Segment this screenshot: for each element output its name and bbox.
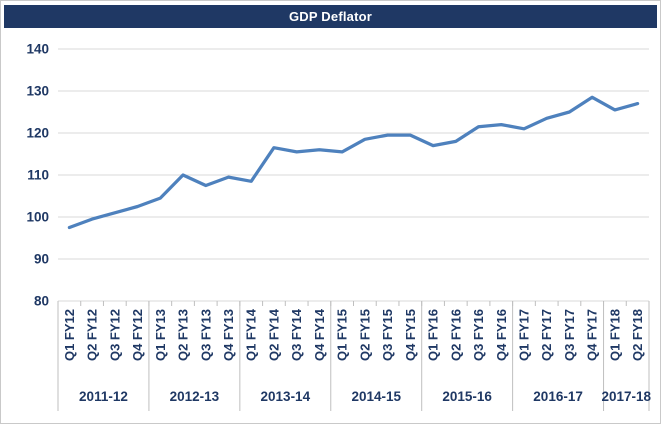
x-axis-quarter-label: Q3 FY15: [380, 309, 395, 361]
x-axis-quarter-label: Q2 FY17: [539, 309, 554, 361]
x-axis-year-label: 2014-15: [351, 389, 401, 404]
x-axis-quarter-label: Q3 FY16: [471, 309, 486, 361]
x-axis-year-label: 2016-17: [533, 389, 583, 404]
x-axis-year-label: 2013-14: [261, 389, 311, 404]
gdp-deflator-line-chart: 80 90 100 110 120 130 140 Q1 FY12 Q2 FY12 Q3 FY12…: [26, 42, 652, 411]
gdp-deflator-line: [67, 95, 640, 230]
x-axis-year-label: 2012-13: [170, 389, 220, 404]
y-axis-tick-label: 110: [27, 168, 49, 183]
x-axis-quarter-label: Q1 FY13: [153, 309, 168, 361]
x-axis-quarter-label: Q3 FY14: [289, 308, 304, 361]
x-axis-quarter-label: Q3 FY17: [562, 309, 577, 361]
x-axis-quarter-label: Q4 FY17: [585, 309, 600, 361]
x-axis-quarter-label: Q3 FY12: [107, 309, 122, 361]
y-axis-tick-label: 100: [26, 210, 49, 225]
chart-title: GDP Deflator: [288, 9, 373, 24]
y-axis-tick-label: 90: [34, 252, 49, 267]
x-axis-quarter-label: Q4 FY13: [221, 309, 236, 361]
x-axis-quarter-label: Q2 FY16: [448, 309, 463, 361]
x-axis-quarter-label: Q4 FY16: [494, 309, 509, 361]
x-axis-quarter-label: Q1 FY12: [62, 309, 77, 361]
x-axis-quarter-label: Q2 FY15: [357, 309, 372, 361]
x-axis-quarter-label: Q3 FY13: [198, 309, 213, 361]
x-axis-quarter-label: Q1 FY17: [516, 309, 531, 361]
x-axis-quarter-label: Q2 FY14: [266, 308, 281, 361]
x-axis-quarter-label: Q1 FY18: [607, 309, 622, 361]
x-axis-quarter-label: Q4 FY12: [130, 309, 145, 361]
y-axis-tick-label: 120: [26, 126, 49, 141]
x-axis-year-label: 2011-12: [79, 389, 128, 404]
y-axis-tick-label: 130: [26, 84, 49, 99]
x-axis-quarter-label: Q4 FY15: [403, 309, 418, 361]
x-axis-year-label: 2015-16: [442, 389, 492, 404]
x-axis-quarter-label: Q1 FY16: [426, 309, 441, 361]
y-axis-tick-label: 80: [34, 294, 49, 309]
x-axis-quarter-label: Q2 FY13: [176, 309, 191, 361]
x-axis-quarter-label: Q2 FY12: [85, 309, 100, 361]
x-axis-quarter-label: Q2 FY18: [630, 309, 645, 361]
x-axis-quarter-label: Q1 FY15: [335, 309, 350, 361]
x-axis-quarter-label: Q1 FY14: [244, 308, 259, 361]
x-axis-quarter-label: Q4 FY14: [312, 308, 327, 361]
chart-title-bar: GDP Deflator: [4, 5, 657, 28]
y-axis-tick-label: 140: [26, 42, 49, 57]
x-axis-year-label: 2017-18: [601, 389, 651, 404]
